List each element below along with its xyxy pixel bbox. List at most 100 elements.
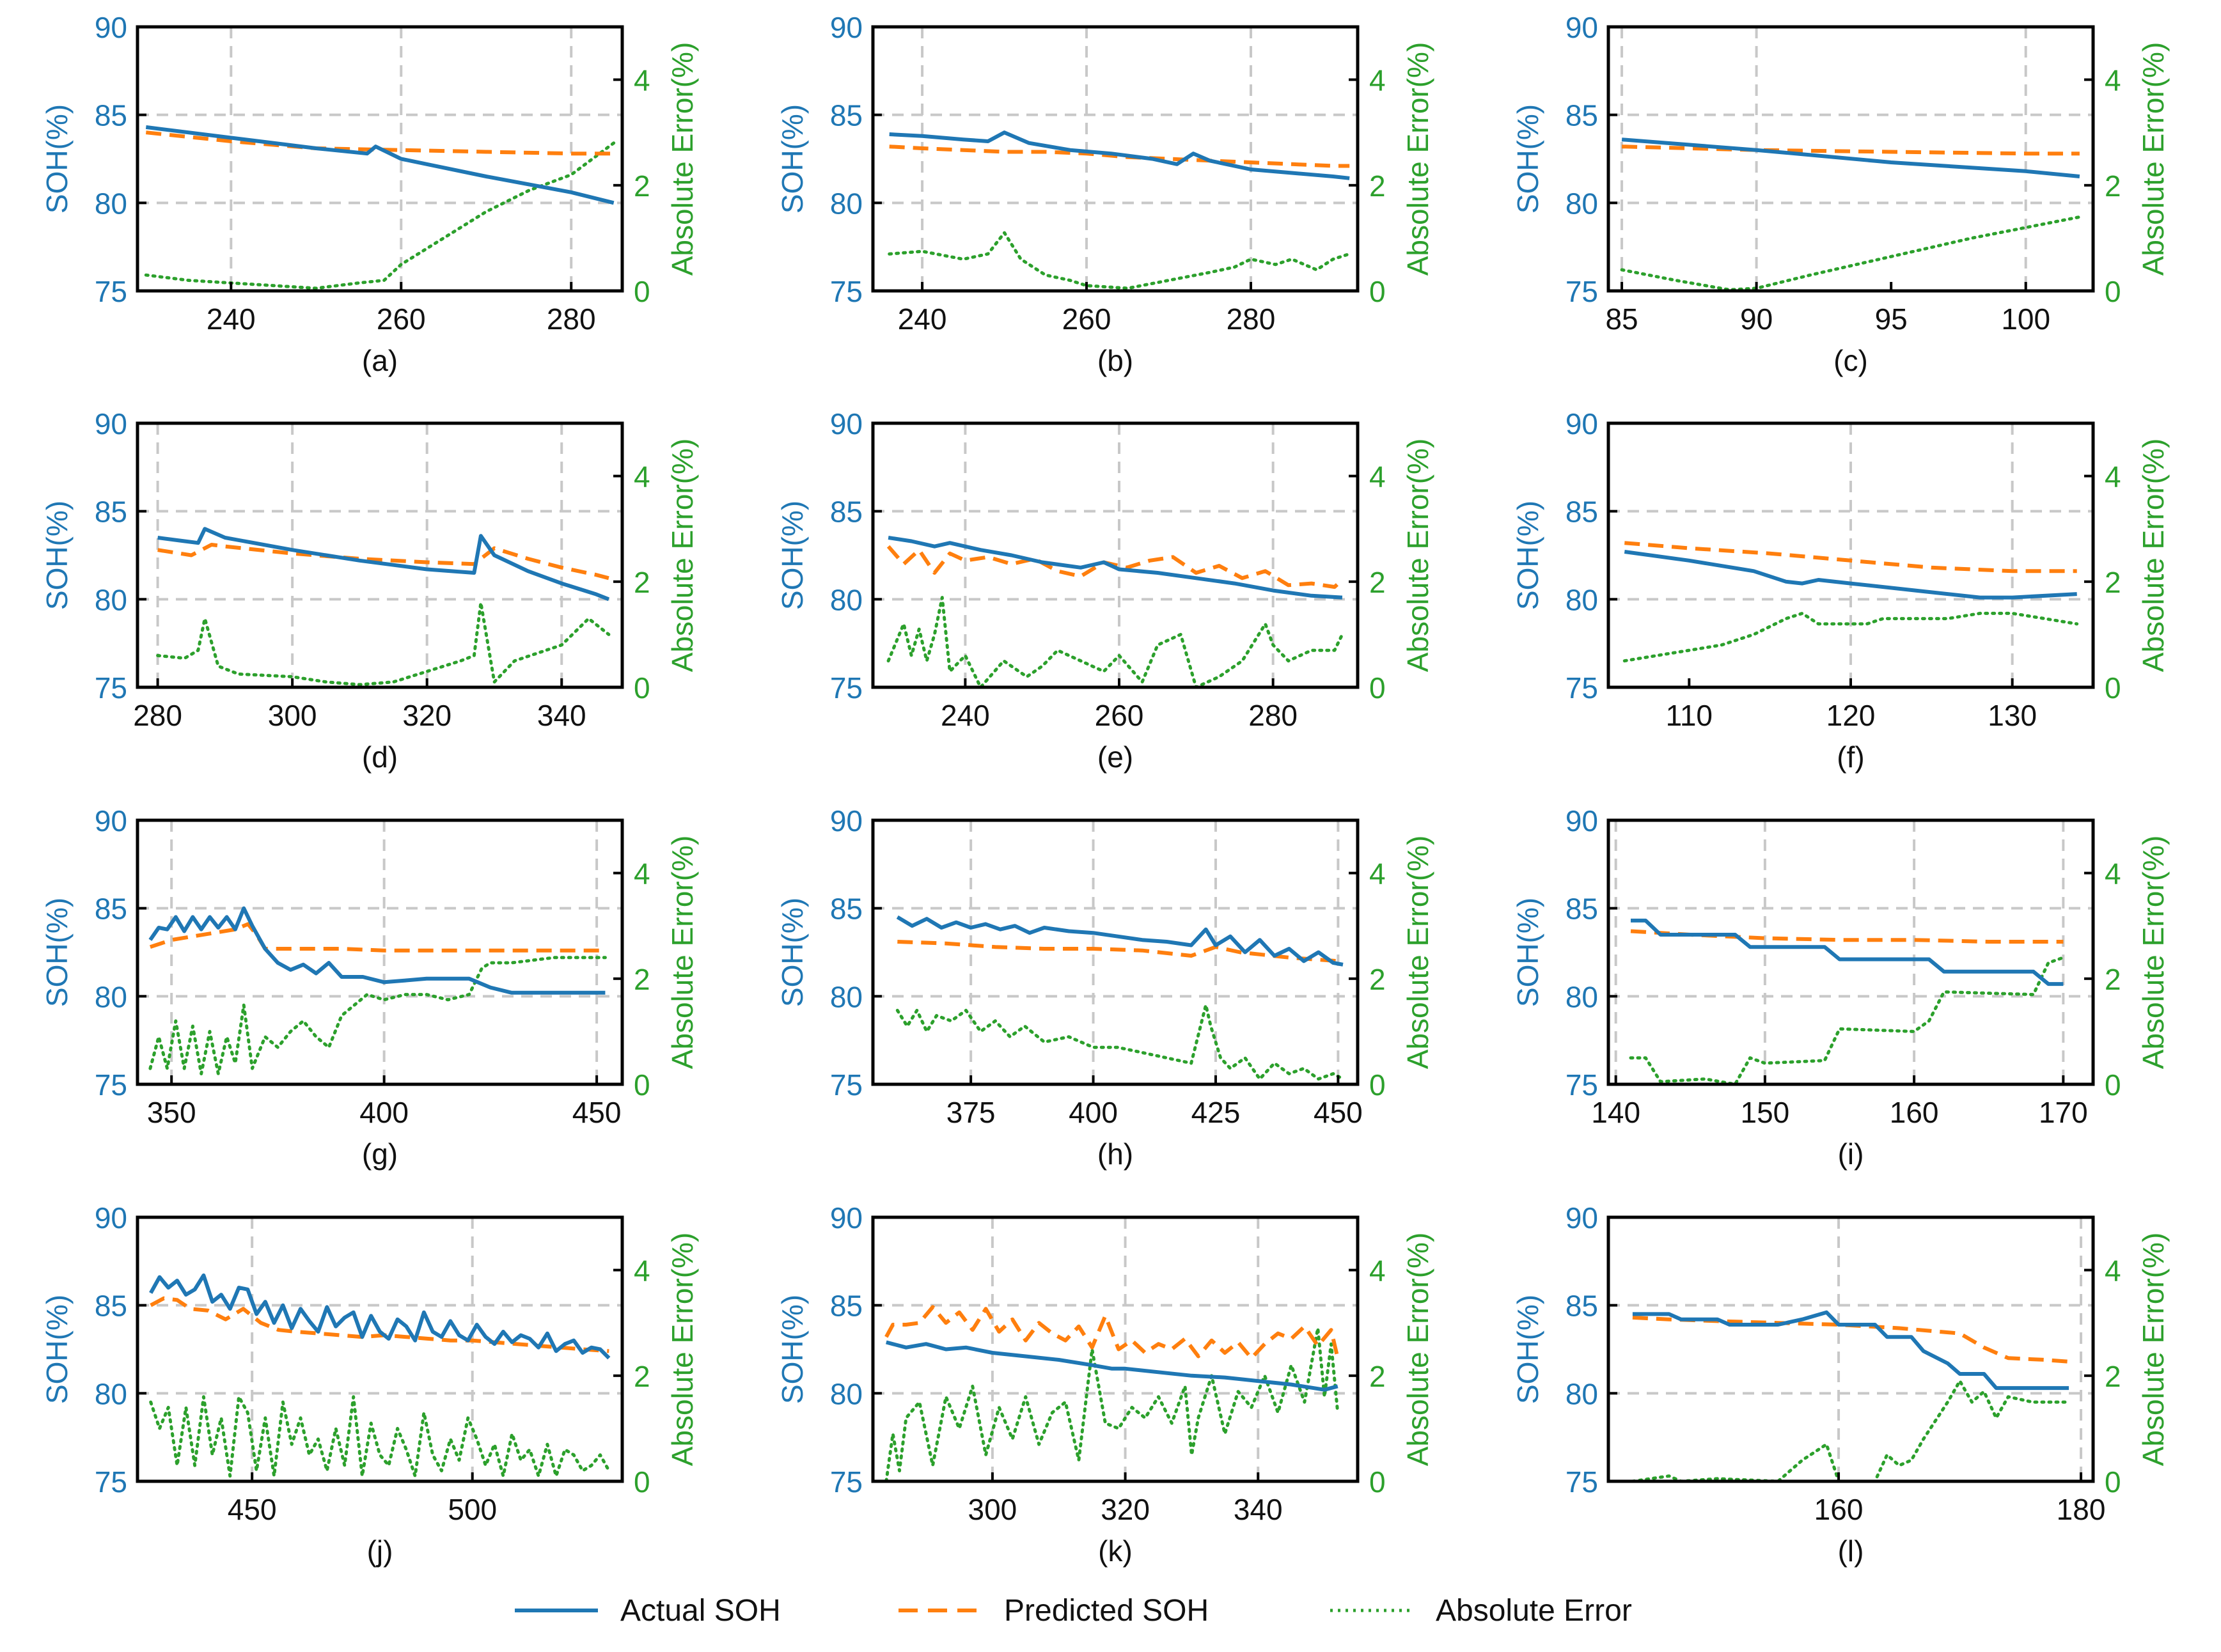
xtick-label-j: 450 (228, 1493, 277, 1526)
legend-actual-label: Actual SOH (620, 1594, 781, 1628)
xtick-label-c: 85 (1605, 302, 1638, 336)
series-error-a (144, 141, 616, 290)
y2tick-label-j: 2 (634, 1360, 650, 1393)
ytick-label-c: 75 (1566, 275, 1598, 308)
ytick-label-h: 80 (830, 980, 863, 1013)
ytick-label-k: 80 (830, 1377, 863, 1410)
panel-b: 240 260 280 75 80 85 90 0 2 4 SOH(%) Absolute Error… (776, 11, 1434, 377)
ytick-label-j: 80 (95, 1377, 127, 1410)
ylabel-b: SOH(%) (776, 104, 809, 214)
ytick-label-d: 80 (95, 583, 127, 616)
ytick-label-c: 90 (1566, 11, 1598, 44)
series-error-c (1620, 215, 2082, 292)
series-error-l (1631, 1379, 2071, 1483)
panel-l: 160 180 75 80 85 90 0 2 4 SOH(%) Absolute Error(%)… (1511, 1201, 2170, 1568)
y2tick-label-a: 0 (634, 275, 650, 308)
ytick-label-b: 85 (830, 99, 863, 132)
panel-caption-h: (h) (1097, 1137, 1133, 1171)
y2label-f: Absolute Error(%) (2137, 439, 2170, 673)
series-error-d (156, 601, 611, 687)
ytick-label-b: 75 (830, 275, 863, 308)
series-actual-i (1631, 918, 2064, 986)
panel-caption-g: (g) (362, 1137, 398, 1171)
y2tick-label-g: 2 (634, 963, 650, 996)
xtick-label-h: 425 (1191, 1096, 1241, 1129)
xtick-label-h: 450 (1314, 1096, 1363, 1129)
series-predicted-h (897, 940, 1344, 965)
ytick-label-k: 85 (830, 1290, 863, 1323)
y2tick-label-e: 4 (1369, 460, 1386, 494)
ytick-label-a: 90 (95, 11, 127, 44)
series-actual-c (1621, 137, 2080, 178)
ylabel-k: SOH(%) (776, 1295, 809, 1404)
ytick-label-f: 75 (1566, 671, 1598, 705)
ytick-label-a: 85 (95, 99, 127, 132)
series-error-f (1622, 611, 2079, 663)
xtick-label-g: 450 (572, 1096, 622, 1129)
series-error-k (884, 1327, 1340, 1483)
panel-i: 140 150 160 170 75 80 85 90 0 2 4 SOH(%) Absolute Er… (1511, 804, 2170, 1171)
series-predicted-a (145, 130, 614, 156)
y2label-c: Absolute Error(%) (2137, 42, 2170, 276)
xtick-label-k: 320 (1101, 1493, 1150, 1526)
y2label-h: Absolute Error(%) (1401, 836, 1434, 1070)
xtick-label-d: 320 (402, 699, 451, 732)
series-actual-a (145, 125, 615, 205)
xtick-label-l: 160 (1814, 1493, 1864, 1526)
ytick-label-d: 75 (95, 671, 127, 705)
y2label-g: Absolute Error(%) (666, 836, 699, 1070)
y2tick-label-a: 2 (634, 169, 650, 203)
series-predicted-d (157, 543, 609, 581)
y2tick-label-l: 0 (2105, 1465, 2121, 1499)
ytick-label-e: 85 (830, 495, 863, 529)
ylabel-d: SOH(%) (40, 501, 74, 610)
ylabel-e: SOH(%) (776, 501, 809, 610)
ytick-label-h: 75 (830, 1068, 863, 1102)
ytick-label-c: 85 (1566, 99, 1598, 132)
ytick-label-h: 85 (830, 892, 863, 926)
series-error-b (888, 231, 1351, 290)
panel-caption-c: (c) (1833, 344, 1868, 377)
ytick-label-l: 80 (1566, 1377, 1598, 1410)
y2tick-label-h: 2 (1369, 963, 1386, 996)
series-predicted-c (1622, 144, 2080, 156)
xtick-label-g: 350 (147, 1096, 196, 1129)
panel-a: 240 260 280 75 80 85 90 0 2 4 SOH(%) Absolute Error… (40, 11, 699, 377)
ytick-label-k: 75 (830, 1465, 863, 1499)
legend-error-label: Absolute Error (1436, 1594, 1632, 1628)
series-error-g (148, 956, 607, 1075)
axes-frame-g (136, 818, 624, 1086)
y2tick-label-b: 0 (1369, 275, 1386, 308)
ytick-label-i: 90 (1566, 804, 1598, 838)
y2tick-label-a: 4 (634, 64, 650, 97)
ytick-label-a: 75 (95, 275, 127, 308)
y2label-k: Absolute Error(%) (1401, 1233, 1434, 1467)
ylabel-j: SOH(%) (40, 1295, 74, 1404)
xtick-label-c: 95 (1875, 302, 1908, 336)
xtick-label-i: 140 (1591, 1096, 1640, 1129)
xtick-label-d: 280 (133, 699, 182, 732)
ytick-label-i: 75 (1566, 1068, 1598, 1102)
series-actual-e (888, 536, 1343, 600)
axes-frame-l (1606, 1215, 2095, 1483)
xtick-label-a: 280 (547, 302, 596, 336)
xtick-label-e: 240 (941, 699, 990, 732)
series-actual-h (896, 915, 1344, 967)
ytick-label-e: 90 (830, 407, 863, 440)
y2tick-label-f: 0 (2105, 671, 2121, 705)
series-actual-d (157, 527, 609, 602)
xtick-label-b: 240 (898, 302, 947, 336)
y2tick-label-d: 4 (634, 460, 650, 494)
ytick-label-j: 90 (95, 1201, 127, 1235)
series-actual-l (1632, 1310, 2069, 1391)
panel-caption-f: (f) (1837, 740, 1864, 774)
y2label-e: Absolute Error(%) (1401, 439, 1434, 673)
panel-caption-b: (b) (1097, 344, 1133, 377)
axes-frame-j (136, 1215, 624, 1483)
xtick-label-a: 260 (377, 302, 426, 336)
ytick-label-l: 75 (1566, 1465, 1598, 1499)
ytick-label-f: 90 (1566, 407, 1598, 440)
ytick-label-d: 85 (95, 495, 127, 529)
ylabel-a: SOH(%) (40, 104, 74, 214)
